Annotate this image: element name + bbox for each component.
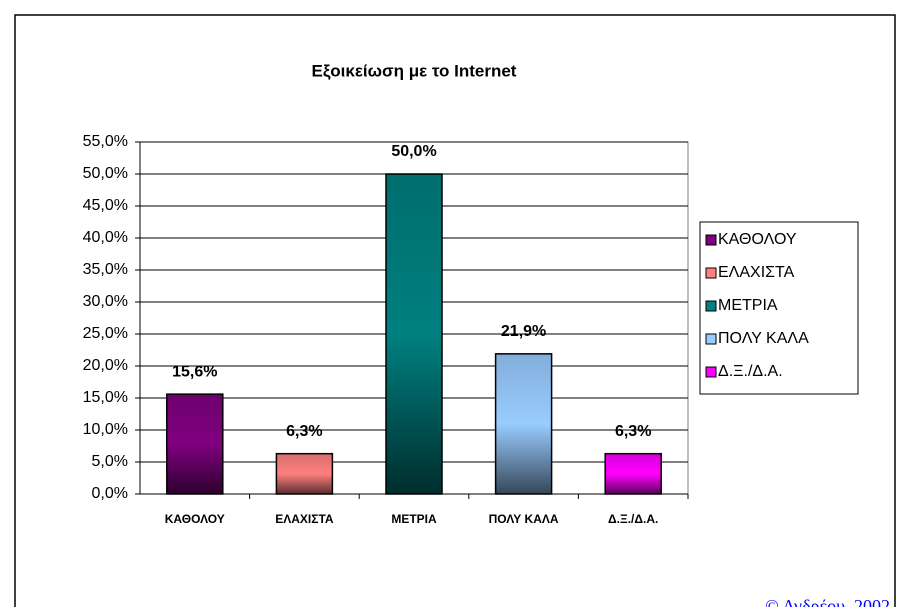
legend-swatch <box>705 267 717 279</box>
data-label: 50,0% <box>391 143 436 160</box>
x-tick-label: ΚΑΘΟΛΟΥ <box>165 512 225 526</box>
y-tick-label: 55,0% <box>83 133 128 150</box>
data-label: 6,3% <box>615 423 651 440</box>
legend-label: ΚΑΘΟΛΟΥ <box>718 231 797 248</box>
legend-label: ΕΛΑΧΙΣΤΑ <box>718 264 795 281</box>
y-tick-label: 10,0% <box>83 421 128 438</box>
legend-swatch <box>705 366 717 378</box>
y-tick-label: 35,0% <box>83 261 128 278</box>
legend-label: ΜΕΤΡΙΑ <box>718 297 778 314</box>
legend-box <box>699 221 859 395</box>
footer-credit: © Ανδρέου, 2002 <box>765 596 890 607</box>
data-label: 6,3% <box>286 423 322 440</box>
data-label: 15,6% <box>172 363 217 380</box>
bar <box>385 173 443 495</box>
legend-label: ΠΟΛΥ ΚΑΛΑ <box>718 330 809 347</box>
x-tick-label: Δ.Ξ./Δ.Α. <box>608 512 658 526</box>
x-tick-label: ΜΕΤΡΙΑ <box>391 512 437 526</box>
y-tick-label: 30,0% <box>83 293 128 310</box>
legend-swatch <box>705 234 717 246</box>
x-tick-label: ΕΛΑΧΙΣΤΑ <box>275 512 334 526</box>
legend-swatch <box>705 333 717 345</box>
y-tick-label: 5,0% <box>92 453 128 470</box>
y-tick-label: 40,0% <box>83 229 128 246</box>
y-tick-label: 0,0% <box>92 485 128 502</box>
chart-frame <box>14 14 896 607</box>
legend-swatch <box>705 300 717 312</box>
bar <box>494 353 553 495</box>
x-tick-label: ΠΟΛΥ ΚΑΛΑ <box>489 512 559 526</box>
y-tick-label: 15,0% <box>83 389 128 406</box>
y-tick-label: 25,0% <box>83 325 128 342</box>
data-label: 21,9% <box>501 323 546 340</box>
y-tick-label: 20,0% <box>83 357 128 374</box>
y-tick-label: 45,0% <box>83 197 128 214</box>
bar <box>275 452 334 495</box>
bar <box>604 452 662 495</box>
bar <box>166 393 224 495</box>
legend-label: Δ.Ξ./Δ.Α. <box>718 363 783 380</box>
y-tick-label: 50,0% <box>83 165 128 182</box>
chart-title: Εξοικείωση με το Internet <box>312 61 517 80</box>
